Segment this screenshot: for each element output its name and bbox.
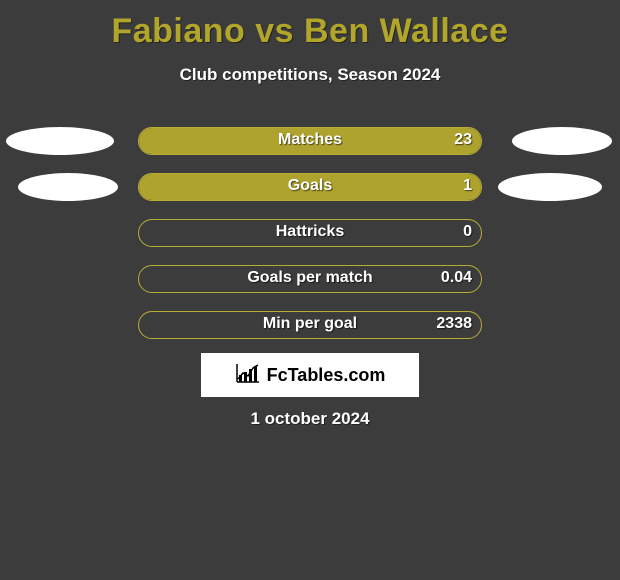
player-left-ellipse (18, 173, 118, 201)
player-right-ellipse (498, 173, 602, 201)
page-title: Fabiano vs Ben Wallace (0, 0, 620, 51)
stat-row: Goals per match0.04 (0, 265, 620, 311)
player-left-ellipse (6, 127, 114, 155)
stat-bar-fill (139, 128, 481, 154)
stat-bar (138, 311, 482, 339)
stat-row: Matches23 (0, 127, 620, 173)
player-right-ellipse (512, 127, 612, 155)
stat-bar (138, 265, 482, 293)
barchart-icon (235, 362, 261, 389)
stats-area: Matches23Goals1Hattricks0Goals per match… (0, 127, 620, 357)
stat-bar-fill (139, 174, 481, 200)
source-badge-text: FcTables.com (267, 365, 386, 386)
source-badge: FcTables.com (201, 353, 419, 397)
stat-row: Goals1 (0, 173, 620, 219)
stat-row: Hattricks0 (0, 219, 620, 265)
stat-bar (138, 219, 482, 247)
stat-bar (138, 127, 482, 155)
stat-bar (138, 173, 482, 201)
subtitle: Club competitions, Season 2024 (0, 65, 620, 85)
date-text: 1 october 2024 (0, 409, 620, 429)
stat-row: Min per goal2338 (0, 311, 620, 357)
